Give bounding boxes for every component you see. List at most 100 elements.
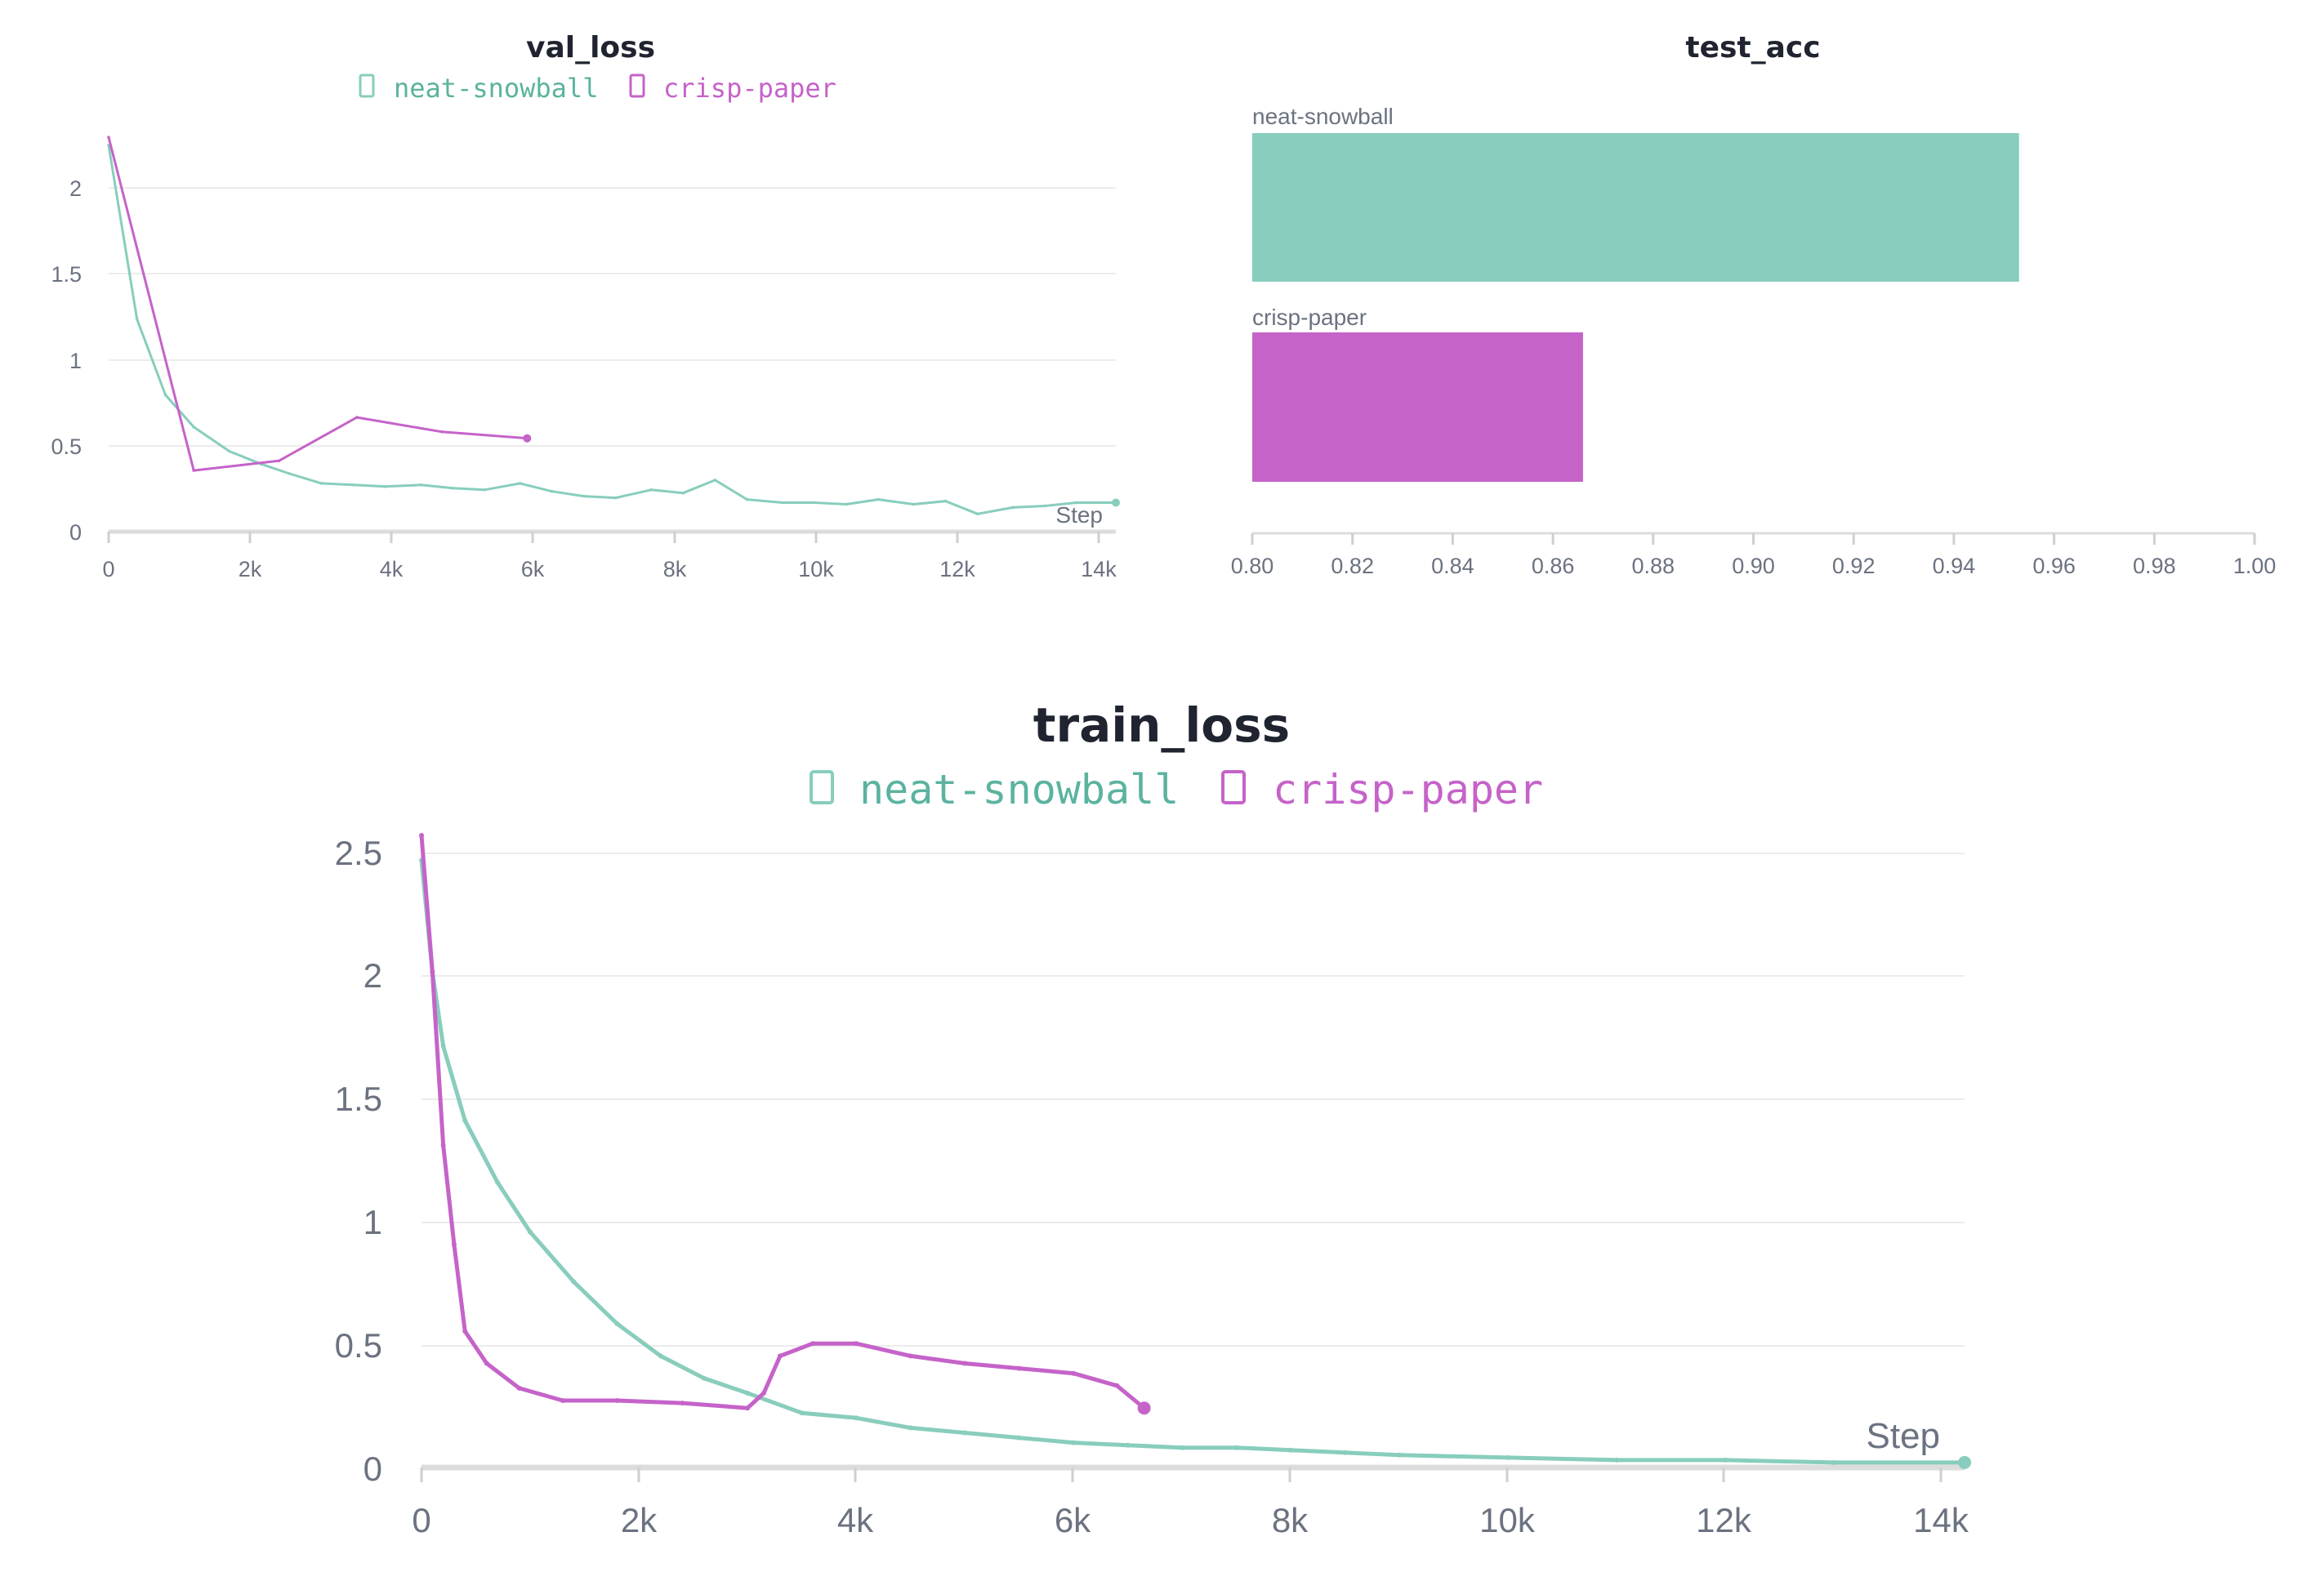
val-loss-point-crisp-paper	[277, 459, 281, 463]
val-loss-panel: val_loss neat-snowball crisp-paper 0 0.5…	[51, 31, 1120, 581]
val-loss-point-crisp-paper	[355, 416, 359, 419]
train-loss-point-neat-snowball	[462, 1118, 468, 1124]
train-loss-xtick: 6k	[1055, 1501, 1091, 1539]
val-loss-point-crisp-paper	[192, 469, 195, 472]
test-acc-xtick: 0.98	[2133, 554, 2176, 578]
val-loss-point-neat-snowball	[419, 483, 422, 487]
train-loss-ytick: 1.5	[335, 1080, 382, 1118]
train-loss-point-neat-snowball	[1723, 1457, 1729, 1463]
train-loss-point-neat-snowball	[962, 1430, 968, 1436]
train-loss-grid	[422, 853, 1965, 1347]
val-loss-point-crisp-paper	[440, 430, 444, 434]
train-loss-point-neat-snowball	[1958, 1455, 1971, 1469]
train-loss-point-neat-snowball	[1397, 1452, 1403, 1458]
crisp-paper-legend-swatch	[1221, 770, 1246, 804]
train-loss-series	[419, 833, 1971, 1469]
train-loss-point-crisp-paper	[430, 969, 435, 974]
val-loss-ytick: 0	[69, 520, 82, 545]
train-loss-point-crisp-paper	[854, 1341, 859, 1347]
val-loss-point-neat-snowball	[781, 501, 784, 505]
train-loss-point-crisp-paper	[451, 1241, 457, 1247]
val-loss-point-neat-snowball	[649, 488, 653, 492]
test-acc-xtick: 0.82	[1331, 554, 1374, 578]
val-loss-point-neat-snowball	[713, 479, 717, 482]
crisp-paper-legend-swatch	[629, 73, 645, 98]
val-loss-xtick: 8k	[663, 557, 687, 581]
train-loss-point-neat-snowball	[571, 1279, 577, 1285]
train-loss-ytick: 0	[364, 1450, 382, 1488]
train-loss-point-crisp-paper	[1071, 1370, 1077, 1376]
train-loss-point-crisp-paper	[1137, 1401, 1151, 1415]
train-loss-ytick: 2	[364, 956, 382, 995]
val-loss-point-crisp-paper	[107, 136, 110, 139]
train-loss-point-crisp-paper	[516, 1385, 522, 1391]
train-loss-point-crisp-paper	[745, 1405, 751, 1411]
val-loss-x-ticks: 0 2k 4k 6k 8k 10k 12k 14k	[102, 557, 1117, 581]
train-loss-point-neat-snowball	[1288, 1447, 1294, 1453]
train-loss-point-crisp-paper	[1114, 1383, 1120, 1388]
train-loss-ytick: 0.5	[335, 1326, 382, 1365]
test-acc-xtick: 0.84	[1431, 554, 1474, 578]
val-loss-point-neat-snowball	[745, 497, 749, 501]
train-loss-point-neat-snowball	[1071, 1440, 1077, 1445]
train-loss-point-neat-snowball	[799, 1410, 805, 1416]
train-loss-point-neat-snowball	[1505, 1454, 1511, 1460]
bar-crisp-paper	[1252, 332, 1583, 482]
val-loss-xtick: 14k	[1081, 557, 1117, 581]
val-loss-xtick: 6k	[521, 557, 545, 581]
train-loss-xtick: 2k	[621, 1501, 658, 1539]
train-loss-point-crisp-paper	[761, 1390, 766, 1396]
val-loss-point-neat-snowball	[483, 488, 486, 492]
val-loss-title: val_loss	[526, 31, 655, 65]
train-loss-point-neat-snowball	[1342, 1450, 1348, 1455]
train-loss-xtick: 4k	[837, 1501, 874, 1539]
train-loss-point-neat-snowball	[1016, 1435, 1022, 1441]
train-loss-ytick: 1	[364, 1203, 382, 1241]
train-loss-point-neat-snowball	[1831, 1459, 1837, 1465]
val-loss-point-neat-snowball	[877, 497, 880, 501]
train-loss-point-neat-snowball	[658, 1353, 663, 1359]
test-acc-xtick: 0.86	[1532, 554, 1575, 578]
val-loss-ytick: 2	[69, 176, 82, 201]
train-loss-point-crisp-paper	[419, 833, 424, 838]
train-loss-point-neat-snowball	[1614, 1457, 1620, 1463]
val-loss-point-neat-snowball	[135, 318, 139, 321]
bar-label-neat-snowball: neat-snowball	[1252, 104, 1394, 129]
train-loss-xtick: 14k	[1913, 1501, 1969, 1539]
train-loss-xtick: 12k	[1696, 1501, 1752, 1539]
val-loss-point-neat-snowball	[288, 472, 292, 475]
val-loss-point-neat-snowball	[1112, 498, 1120, 507]
train-loss-point-neat-snowball	[495, 1179, 501, 1185]
train-loss-title: train_loss	[1033, 697, 1290, 753]
val-loss-legend: neat-snowball crisp-paper	[359, 73, 836, 104]
train-loss-point-crisp-paper	[560, 1398, 565, 1403]
val-loss-xtick: 10k	[798, 557, 834, 581]
train-loss-point-neat-snowball	[854, 1415, 859, 1421]
val-loss-point-neat-snowball	[319, 482, 323, 485]
val-loss-point-neat-snowball	[550, 489, 554, 493]
val-loss-point-neat-snowball	[451, 487, 454, 490]
train-loss-point-neat-snowball	[440, 1044, 446, 1049]
val-loss-point-neat-snowball	[227, 449, 231, 453]
train-loss-point-crisp-paper	[614, 1398, 620, 1403]
train-loss-point-crisp-paper	[440, 1142, 446, 1148]
bar-label-crisp-paper: crisp-paper	[1252, 305, 1367, 330]
val-loss-point-neat-snowball	[383, 485, 387, 488]
test-acc-title: test_acc	[1685, 31, 1820, 65]
neat-snowball-legend-label: neat-snowball	[859, 766, 1179, 813]
train-loss-point-crisp-paper	[810, 1341, 815, 1347]
train-loss-x-tickmarks	[420, 1468, 1943, 1482]
train-loss-panel: train_loss neat-snowball crisp-paper 0 0…	[335, 697, 1971, 1539]
train-loss-point-crisp-paper	[908, 1353, 913, 1359]
train-loss-point-neat-snowball	[745, 1390, 751, 1396]
test-acc-xtick: 0.80	[1231, 554, 1274, 578]
val-loss-point-neat-snowball	[943, 499, 948, 503]
val-loss-ytick: 1	[69, 349, 82, 373]
val-loss-point-neat-snowball	[1075, 501, 1078, 505]
test-acc-xtick: 0.92	[1832, 554, 1876, 578]
val-loss-point-neat-snowball	[614, 496, 618, 500]
neat-snowball-legend-swatch	[810, 770, 834, 804]
train-loss-point-crisp-paper	[778, 1353, 783, 1359]
train-loss-point-crisp-paper	[962, 1361, 968, 1366]
